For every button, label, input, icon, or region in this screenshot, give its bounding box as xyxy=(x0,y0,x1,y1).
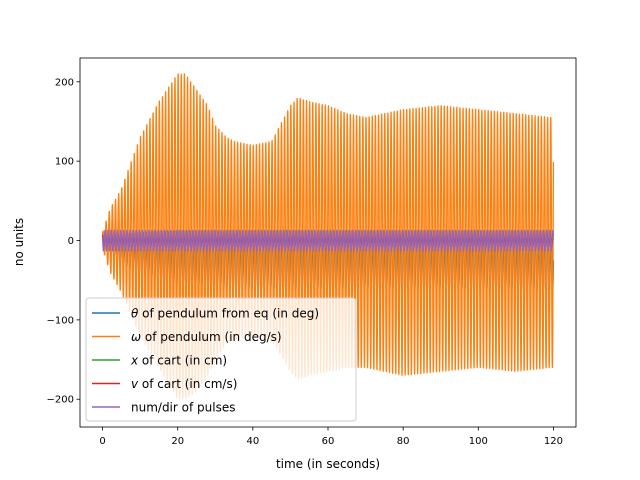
series-line-2 xyxy=(101,73,555,400)
y-tick-label: 0 xyxy=(68,236,74,247)
x-tick-label: 40 xyxy=(246,436,259,447)
x-tick-label: 120 xyxy=(544,436,563,447)
x-tick-label: 100 xyxy=(469,436,488,447)
x-axis-ticks: 0 20 40 60 80 100 120 xyxy=(99,427,563,447)
x-tick-label: 60 xyxy=(322,436,335,447)
legend-label: v of cart (in cm/s) xyxy=(131,377,237,391)
x-tick-label: 0 xyxy=(99,436,105,447)
x-tick-label: 20 xyxy=(171,436,184,447)
legend-box xyxy=(85,297,357,422)
legend-label: θ of pendulum from eq (in deg) xyxy=(131,307,319,321)
legend-label: ω of pendulum (in deg/s) xyxy=(131,330,282,344)
series-line-5 xyxy=(101,229,555,252)
x-tick-label: 80 xyxy=(397,436,410,447)
x-axis-label: time (in seconds) xyxy=(276,457,380,471)
y-axis-label: no units xyxy=(12,218,26,266)
series-layer xyxy=(101,73,555,400)
legend-label: num/dir of pulses xyxy=(131,401,235,415)
y-tick-label: 200 xyxy=(55,77,74,88)
y-tick-label: −200 xyxy=(47,395,74,406)
y-tick-label: −100 xyxy=(47,315,74,326)
y-tick-label: 100 xyxy=(55,157,74,168)
legend-label: x of cart (in cm) xyxy=(130,354,227,368)
y-axis-ticks: −200 −100 0 100 200 xyxy=(47,77,80,406)
legend: θ of pendulum from eq (in deg) ω of pendu… xyxy=(85,297,357,422)
